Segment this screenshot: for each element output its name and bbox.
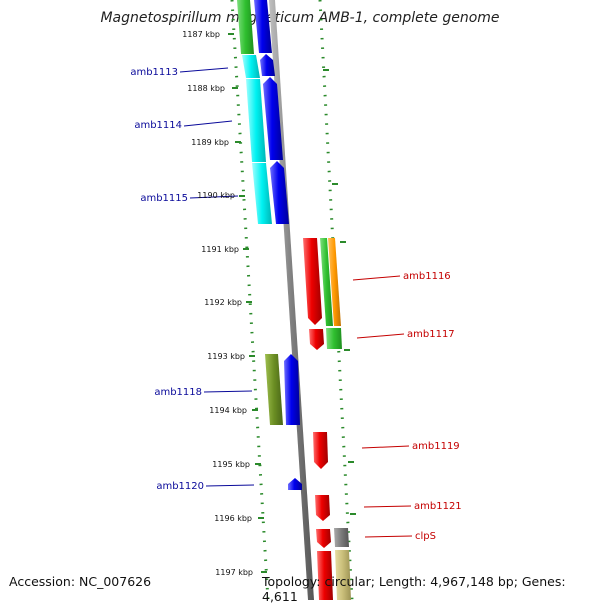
gene-block-khaki-bottom — [335, 550, 351, 600]
gene-label-amb1117[interactable]: amb1117 — [407, 329, 455, 340]
gene-arrow-amb1115 — [270, 161, 289, 224]
map-title: Magnetospirillum magneticum AMB-1, compl… — [100, 10, 500, 26]
gene-label-amb1116[interactable]: amb1116 — [403, 271, 451, 282]
tick-label: 1190 kbp — [197, 191, 235, 200]
right-gene-labels: amb1116 amb1117 amb1119 amb1121 clpS — [403, 271, 462, 542]
gene-block-green-amb1117 — [326, 328, 342, 349]
gene-arrow-amb1118 — [284, 354, 300, 425]
tick-label: 1192 kbp — [204, 298, 242, 307]
left-gene-labels: amb1113 amb1114 amb1115 amb1118 amb1120 — [130, 67, 204, 492]
gene-label-clps[interactable]: clpS — [415, 531, 436, 542]
gene-arrow-bottom-red — [317, 551, 333, 600]
gene-block-olive-amb1118 — [265, 354, 283, 425]
tick-marks — [228, 33, 356, 573]
tick-label: 1188 kbp — [187, 84, 225, 93]
gene-arrow-amb1120 — [288, 478, 302, 490]
tick-label: 1196 kbp — [214, 514, 252, 523]
right-leader-lines — [352, 275, 413, 538]
tick-label: 1191 kbp — [201, 245, 239, 254]
gene-label-amb1118[interactable]: amb1118 — [154, 387, 202, 398]
gene-label-amb1115[interactable]: amb1115 — [140, 193, 188, 204]
gene-block-cyan-amb1115 — [252, 163, 272, 224]
gene-block-cyan-amb1114 — [246, 79, 266, 162]
gene-arrow-amb1116 — [303, 238, 322, 325]
gene-label-amb1113[interactable]: amb1113 — [130, 67, 178, 78]
accession-text: Accession: NC_007626 — [9, 574, 152, 589]
gene-arrow-clps — [316, 529, 331, 548]
gene-arrow-amb1121 — [315, 495, 330, 521]
gene-label-amb1120[interactable]: amb1120 — [156, 481, 204, 492]
tick-label: 1194 kbp — [209, 406, 247, 415]
gene-arrow-top-blue — [254, 0, 272, 53]
gene-arrow-amb1119 — [313, 432, 328, 469]
tick-labels: 1187 kbp 1188 kbp 1189 kbp 1190 kbp 1191… — [182, 30, 253, 577]
tick-label: 1197 kbp — [215, 568, 253, 577]
tick-label: 1189 kbp — [191, 138, 229, 147]
left-leader-lines — [179, 67, 255, 487]
gene-arrow-amb1113 — [260, 54, 275, 76]
gene-arrow-amb1117 — [309, 329, 324, 350]
tick-label: 1187 kbp — [182, 30, 220, 39]
gene-label-amb1119[interactable]: amb1119 — [412, 441, 460, 452]
gene-block-gray-clps — [334, 528, 349, 547]
gene-block-orange-amb1116 — [328, 238, 341, 326]
gene-label-amb1114[interactable]: amb1114 — [134, 120, 182, 131]
tick-label: 1195 kbp — [212, 460, 250, 469]
tick-label: 1193 kbp — [207, 352, 245, 361]
gene-block-green-top — [237, 0, 254, 54]
gene-block-green-amb1116 — [320, 238, 333, 326]
gene-label-amb1121[interactable]: amb1121 — [414, 501, 462, 512]
gene-block-cyan-amb1113 — [242, 55, 260, 78]
gene-arrow-amb1114 — [263, 77, 283, 160]
